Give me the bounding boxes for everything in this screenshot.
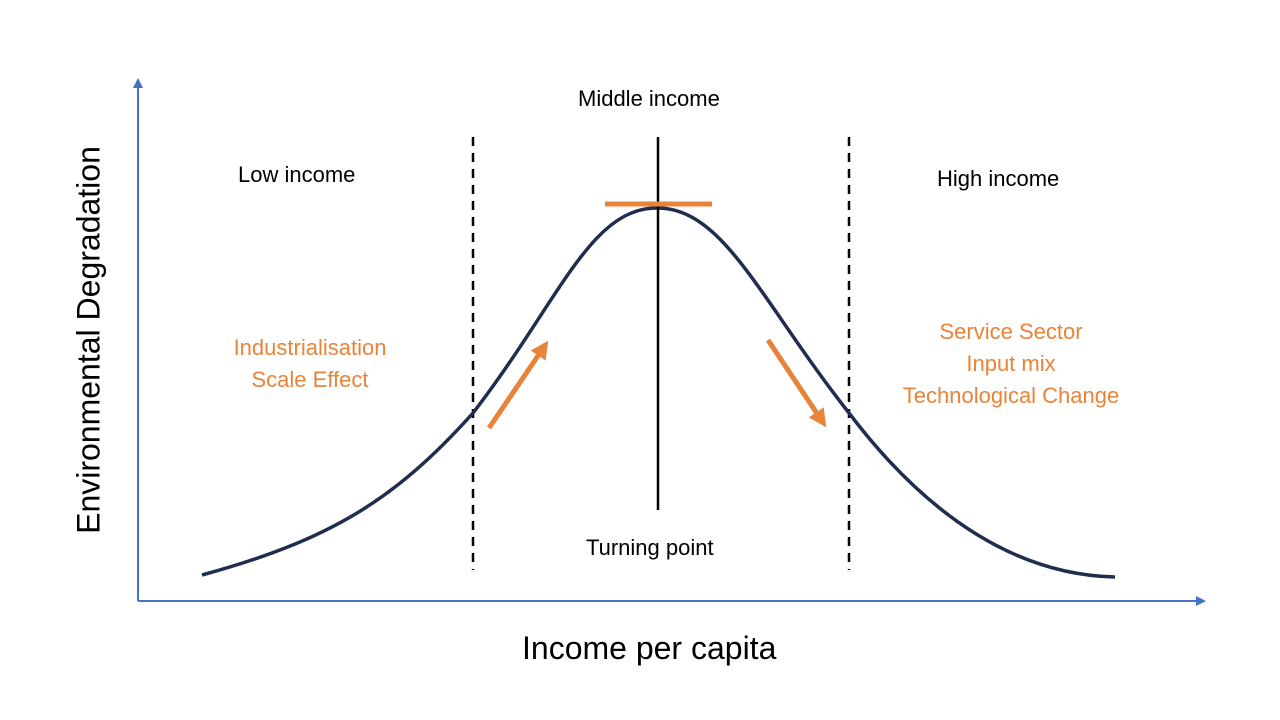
driver-service-sector: Service Sector	[939, 319, 1083, 344]
falling-arrow	[765, 338, 827, 428]
right-drivers: Service Sector Input mix Technological C…	[881, 316, 1141, 412]
high-income-label: High income	[937, 166, 1060, 191]
middle-income-label: Middle income	[578, 86, 720, 111]
turning-point-label: Turning point	[586, 535, 714, 560]
driver-industrialisation: Industrialisation	[233, 335, 387, 360]
x-axis-title: Income per capita	[522, 630, 777, 666]
low-income-label: Low income	[238, 162, 356, 187]
y-axis-title: Environmental Degradation	[70, 146, 107, 534]
rising-arrow	[486, 340, 549, 430]
driver-scale-effect: Scale Effect	[251, 367, 369, 392]
driver-technological-change: Technological Change	[902, 383, 1120, 408]
driver-input-mix: Input mix	[966, 351, 1056, 376]
left-drivers: Industrialisation Scale Effect	[210, 332, 410, 396]
